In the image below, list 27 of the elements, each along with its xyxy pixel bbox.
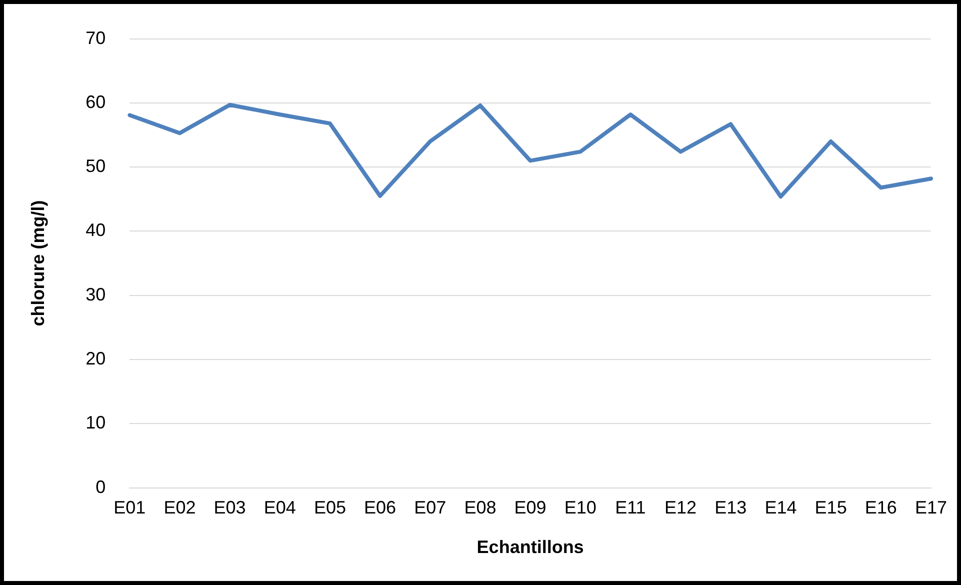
x-tick-label: E14 [764,498,797,518]
x-tick-label: E10 [564,498,596,518]
y-tick-label: 70 [86,28,106,48]
x-tick-label: E13 [714,498,747,518]
x-tick-label: E06 [364,498,396,518]
y-tick-label: 40 [86,220,106,240]
y-tick-label: 50 [86,156,106,176]
x-tick-label: E07 [414,498,446,518]
x-tick-label: E03 [214,498,246,518]
x-tick-label: E08 [464,498,496,518]
x-tick-label: E12 [664,498,697,518]
y-tick-label: 30 [86,284,106,304]
y-tick-label: 20 [86,348,106,368]
x-tick-label: E11 [615,498,646,518]
y-tick-label: 60 [86,92,106,112]
x-tick-label: E16 [864,498,897,518]
y-axis-title: chlorure (mg/l) [28,200,48,326]
x-tick-label: E04 [264,498,296,518]
x-tick-label: E15 [814,498,847,518]
x-tick-label: E17 [914,498,947,518]
y-tick-label: 0 [96,476,106,497]
x-axis-title: Echantillons [476,537,584,558]
x-tick-label: E01 [114,498,146,518]
x-tick-label: E05 [314,498,346,518]
y-tick-label: 10 [86,412,106,433]
x-tick-label: E02 [164,498,196,518]
x-tick-label: E09 [514,498,546,518]
